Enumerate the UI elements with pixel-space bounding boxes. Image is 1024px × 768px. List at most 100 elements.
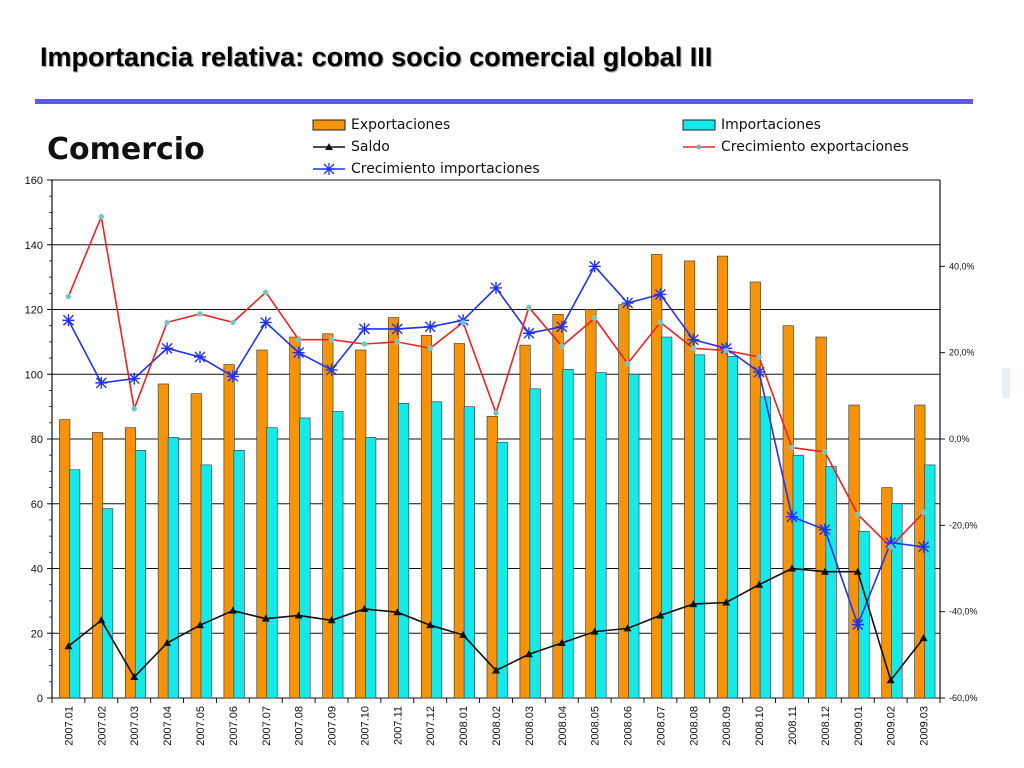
point-crecimiento-importaciones bbox=[490, 281, 502, 294]
right-tick-label: -20,0% bbox=[949, 520, 978, 530]
point-crecimiento-importaciones bbox=[588, 260, 601, 273]
bar-importaciones bbox=[759, 396, 771, 699]
x-tick-label: 2007.09 bbox=[327, 706, 339, 746]
point-saldo bbox=[261, 614, 270, 622]
point-crecimiento-exportaciones bbox=[98, 213, 105, 220]
x-tick-label: 2007.03 bbox=[129, 706, 141, 746]
x-tick-label: 2007.11 bbox=[392, 706, 404, 745]
point-crecimiento-exportaciones bbox=[394, 339, 401, 345]
point-saldo bbox=[689, 600, 698, 608]
bar-exportaciones bbox=[519, 344, 531, 699]
legend-item-saldo: Saldo bbox=[312, 139, 390, 155]
bar-exportaciones bbox=[486, 416, 498, 699]
point-saldo bbox=[853, 567, 862, 575]
point-saldo bbox=[294, 611, 303, 619]
right-tick-label: 20,0% bbox=[949, 348, 975, 358]
point-saldo bbox=[426, 621, 435, 629]
bar-importaciones bbox=[200, 464, 212, 699]
chart-title: Comercio bbox=[47, 132, 205, 167]
point-crecimiento-importaciones bbox=[654, 288, 667, 301]
bar-importaciones bbox=[332, 411, 344, 699]
point-crecimiento-exportaciones bbox=[197, 310, 203, 317]
x-tick-label: 2007.12 bbox=[425, 706, 437, 746]
point-saldo bbox=[360, 604, 369, 612]
legend-item-crecimiento-exportaciones: Crecimiento exportaciones bbox=[682, 139, 909, 155]
point-saldo bbox=[228, 606, 237, 614]
bar-importaciones bbox=[430, 401, 443, 699]
point-crecimiento-exportaciones bbox=[690, 345, 697, 352]
point-crecimiento-importaciones bbox=[62, 314, 75, 327]
point-saldo bbox=[788, 564, 796, 572]
bar-importaciones bbox=[694, 354, 706, 699]
point-crecimiento-exportaciones bbox=[558, 343, 565, 350]
left-tick-label: 80 bbox=[31, 434, 43, 446]
point-saldo bbox=[327, 616, 336, 624]
point-saldo bbox=[97, 616, 106, 624]
right-tick-label: 0,0% bbox=[949, 434, 970, 444]
point-crecimiento-importaciones bbox=[226, 370, 239, 383]
point-crecimiento-exportaciones bbox=[262, 289, 269, 296]
point-saldo bbox=[820, 567, 829, 575]
point-saldo bbox=[623, 624, 632, 632]
x-tick-label: 2009.03 bbox=[919, 706, 931, 746]
x-tick-label: 2008.01 bbox=[458, 706, 470, 746]
bar-importaciones bbox=[562, 369, 574, 699]
bar-importaciones bbox=[661, 336, 673, 699]
point-crecimiento-exportaciones bbox=[920, 509, 927, 516]
point-saldo bbox=[64, 642, 73, 650]
x-tick-label: 2007.05 bbox=[195, 706, 207, 746]
x-tick-label: 2008.02 bbox=[491, 706, 503, 746]
point-crecimiento-importaciones bbox=[687, 333, 700, 346]
bar-exportaciones bbox=[124, 427, 137, 699]
legend-swatch-exportaciones bbox=[312, 119, 346, 131]
bar-exportaciones bbox=[453, 343, 465, 699]
legend-swatch-crecimiento-exportaciones bbox=[683, 144, 715, 150]
legend-item-importaciones: Importaciones bbox=[682, 117, 821, 133]
point-crecimiento-exportaciones bbox=[65, 293, 72, 300]
x-tick-label: 2008.06 bbox=[623, 706, 635, 746]
bar-exportaciones bbox=[289, 336, 301, 699]
bar-importaciones bbox=[365, 437, 377, 699]
chart-area: 0 20 40 60 80 100 120 140 160 -60,0% -40,0% -20,0% 0… bbox=[0, 110, 1024, 768]
point-saldo bbox=[196, 621, 204, 629]
point-crecimiento-importaciones bbox=[884, 536, 897, 549]
bar-exportaciones bbox=[59, 419, 71, 699]
bar-importaciones bbox=[792, 454, 804, 699]
point-crecimiento-importaciones bbox=[818, 523, 831, 536]
x-tick-label: 2007.06 bbox=[228, 706, 240, 746]
bar-importaciones bbox=[167, 437, 179, 699]
chart-legend: Exportaciones Importaciones Saldo Crecim… bbox=[0, 110, 1024, 190]
point-crecimiento-exportaciones bbox=[460, 319, 466, 326]
bar-importaciones bbox=[628, 373, 640, 699]
bar-exportaciones bbox=[322, 333, 334, 699]
point-crecimiento-exportaciones bbox=[230, 319, 236, 326]
point-crecimiento-importaciones bbox=[851, 618, 864, 631]
point-saldo bbox=[130, 672, 139, 680]
point-crecimiento-importaciones bbox=[786, 510, 798, 523]
bar-importaciones bbox=[102, 508, 114, 699]
point-crecimiento-importaciones bbox=[424, 320, 437, 333]
point-crecimiento-exportaciones bbox=[624, 360, 631, 367]
point-crecimiento-exportaciones bbox=[295, 336, 302, 343]
bar-exportaciones bbox=[420, 335, 433, 699]
x-tick-label: 2008.07 bbox=[655, 706, 667, 746]
point-crecimiento-exportaciones bbox=[361, 341, 368, 347]
legend-item-crecimiento-importaciones: Crecimiento importaciones bbox=[312, 161, 540, 177]
edge-marker bbox=[1002, 368, 1010, 398]
legend-label: Importaciones bbox=[721, 117, 821, 133]
point-crecimiento-exportaciones bbox=[328, 336, 335, 343]
left-tick-label: 60 bbox=[31, 499, 43, 511]
point-crecimiento-importaciones bbox=[621, 297, 634, 310]
legend-label: Saldo bbox=[351, 139, 390, 155]
point-crecimiento-importaciones bbox=[259, 316, 272, 329]
point-saldo bbox=[492, 666, 500, 674]
bar-exportaciones bbox=[190, 393, 202, 699]
point-crecimiento-importaciones bbox=[753, 366, 766, 379]
x-tick-label: 2008.11 bbox=[787, 706, 799, 745]
point-crecimiento-importaciones bbox=[522, 327, 535, 340]
bar-exportaciones bbox=[684, 260, 696, 699]
x-tick-label: 2007.02 bbox=[96, 706, 108, 746]
bar-exportaciones bbox=[388, 317, 400, 699]
x-tick-label: 2009.01 bbox=[853, 706, 865, 746]
point-crecimiento-exportaciones bbox=[789, 444, 795, 451]
